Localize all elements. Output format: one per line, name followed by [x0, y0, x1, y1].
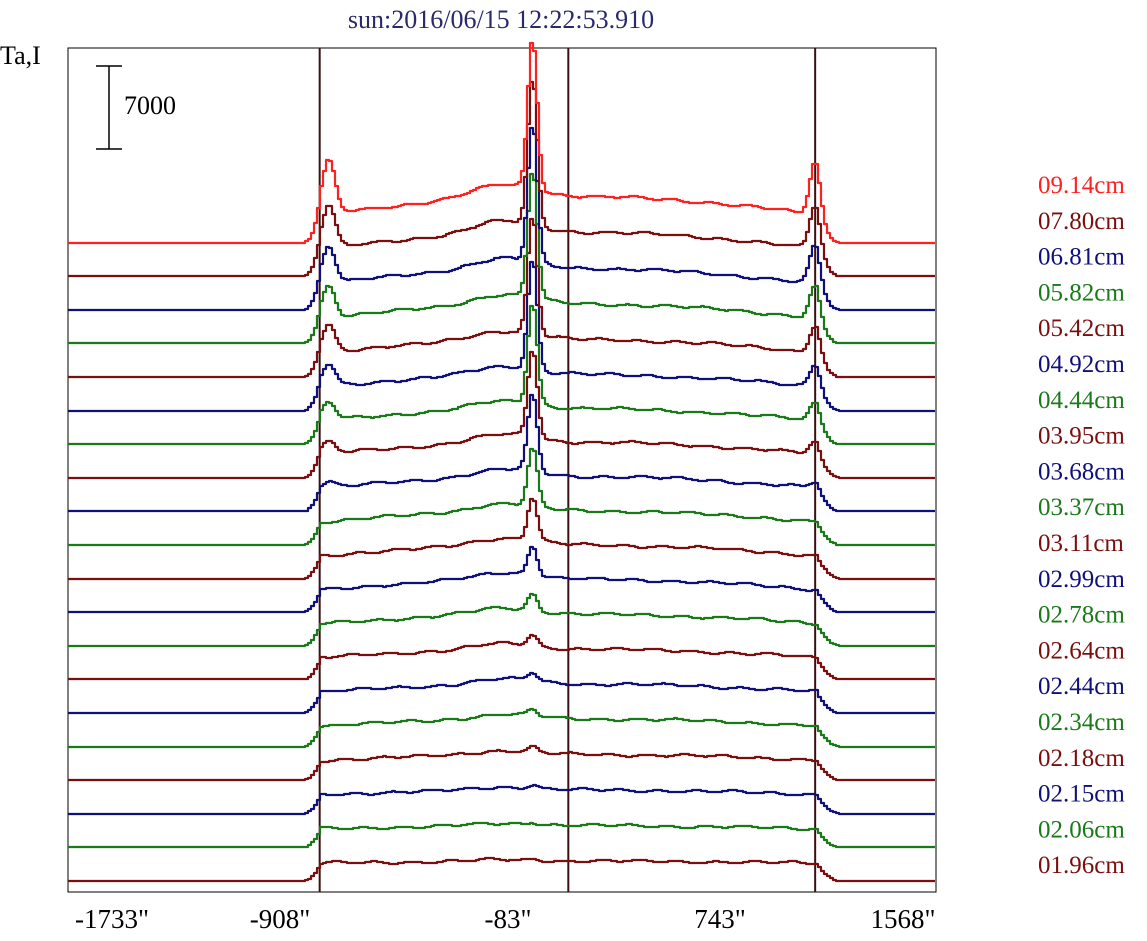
series-line-01.96cm	[68, 856, 935, 883]
y-axis-label: Ta,I	[0, 41, 41, 70]
series-layer	[68, 41, 935, 883]
series-line-03.68cm	[68, 393, 935, 513]
series-line-02.78cm	[68, 592, 935, 648]
chart-title: sun:2016/06/15 12:22:53.910	[348, 5, 654, 34]
x-tick-label: 1568"	[870, 904, 935, 934]
legend-item-02.15cm: 02.15cm	[1038, 781, 1125, 808]
legend-item-02.99cm: 02.99cm	[1038, 566, 1125, 593]
legend: 09.14cm 07.80cm 06.81cm 05.82cm 05.42cm 04.92…	[1038, 172, 1125, 879]
series-line-02.06cm	[68, 821, 935, 849]
x-tick-label: -83"	[484, 904, 531, 934]
series-line-02.99cm	[68, 545, 935, 614]
series-line-03.95cm	[68, 350, 935, 480]
series-line-02.18cm	[68, 744, 935, 782]
x-tick-label: 743"	[694, 904, 746, 934]
legend-item-04.92cm: 04.92cm	[1038, 351, 1125, 378]
legend-item-01.96cm: 01.96cm	[1038, 852, 1125, 879]
series-line-04.44cm	[68, 304, 935, 446]
series-line-02.44cm	[68, 671, 935, 715]
vertical-lines	[318, 48, 817, 892]
legend-item-02.18cm: 02.18cm	[1038, 745, 1125, 772]
legend-item-09.14cm: 09.14cm	[1038, 172, 1125, 199]
legend-item-02.34cm: 02.34cm	[1038, 709, 1125, 736]
legend-item-02.64cm: 02.64cm	[1038, 637, 1125, 664]
series-line-02.34cm	[68, 707, 935, 749]
series-line-02.15cm	[68, 783, 935, 816]
series-line-02.64cm	[68, 633, 935, 681]
legend-item-03.68cm: 03.68cm	[1038, 458, 1125, 485]
x-tick-labels: -1733" -908" -83" 743" 1568"	[75, 904, 936, 934]
legend-item-02.44cm: 02.44cm	[1038, 673, 1125, 700]
series-line-07.80cm	[68, 80, 935, 278]
series-line-05.82cm	[68, 172, 935, 345]
series-line-09.14cm	[68, 41, 935, 245]
legend-item-06.81cm: 06.81cm	[1038, 244, 1125, 271]
legend-item-03.11cm: 03.11cm	[1038, 530, 1124, 557]
legend-item-02.78cm: 02.78cm	[1038, 602, 1125, 629]
series-line-03.11cm	[68, 497, 935, 581]
scale-bar-label: 7000	[124, 91, 176, 120]
series-line-03.37cm	[68, 447, 935, 547]
legend-item-03.95cm: 03.95cm	[1038, 423, 1125, 450]
legend-item-03.37cm: 03.37cm	[1038, 494, 1125, 521]
legend-item-04.44cm: 04.44cm	[1038, 387, 1125, 414]
scale-bar: 7000	[96, 65, 176, 150]
plot-frame	[67, 47, 937, 893]
legend-item-07.80cm: 07.80cm	[1038, 208, 1125, 235]
series-line-05.42cm	[68, 217, 935, 379]
x-tick-label: -1733"	[75, 904, 149, 934]
legend-item-02.06cm: 02.06cm	[1038, 816, 1125, 843]
legend-item-05.82cm: 05.82cm	[1038, 279, 1125, 306]
series-line-04.92cm	[68, 260, 935, 413]
legend-item-05.42cm: 05.42cm	[1038, 315, 1125, 342]
x-tick-label: -908"	[250, 904, 311, 934]
series-line-06.81cm	[68, 126, 935, 312]
